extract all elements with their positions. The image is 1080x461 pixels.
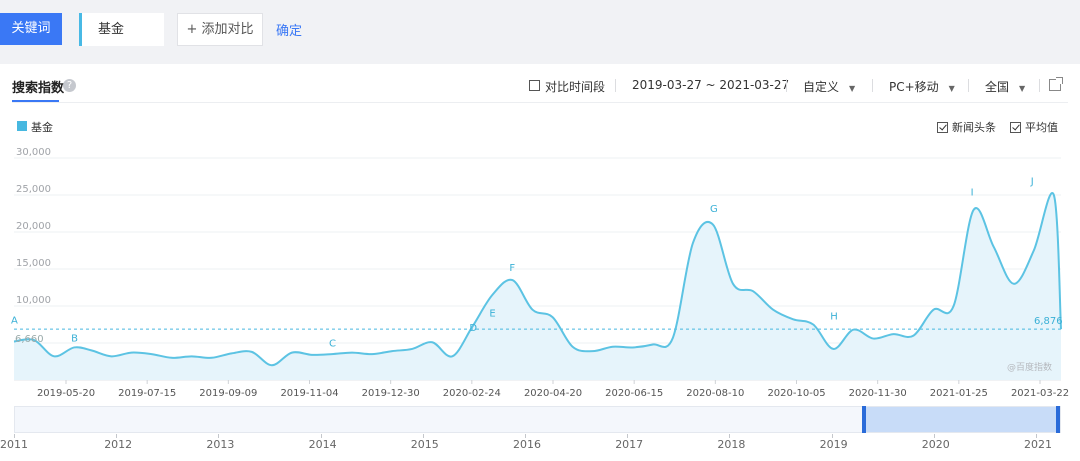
- keyword-tab-button[interactable]: 关键词: [0, 13, 62, 45]
- year-label: 2019: [819, 438, 848, 451]
- separator: [615, 79, 616, 92]
- average-checkbox[interactable]: [1010, 122, 1021, 133]
- navigator-handle-right[interactable]: [1056, 406, 1060, 433]
- x-tick-label: 2020-08-10: [686, 388, 744, 399]
- y-tick-label: 25,000: [16, 184, 51, 195]
- y-tick-label: 20,000: [16, 221, 51, 232]
- year-tick: [14, 434, 15, 438]
- x-tick-label: 2020-11-30: [849, 388, 907, 399]
- caret-down-icon: ▼: [948, 84, 955, 93]
- annotation-label: E: [489, 308, 495, 319]
- x-tick-label: 2020-06-15: [605, 388, 663, 399]
- separator: [968, 79, 969, 92]
- year-label: 2018: [717, 438, 746, 451]
- x-axis-ticks: 2019-05-20 2019-07-15 2019-09-09 2019-11-04…: [37, 380, 1069, 399]
- year-label: 2015: [410, 438, 439, 451]
- y-tick-label: 30,000: [16, 147, 51, 158]
- search-index-chart: 30,000 25,000 20,000 15,000 10,000 A B C D E F G H I…: [11, 147, 1069, 399]
- y-tick-label: 15,000: [16, 258, 51, 269]
- year-tick: [831, 434, 833, 438]
- separator: [786, 79, 787, 92]
- annotation-label: I: [971, 188, 974, 199]
- x-tick-label: 2020-02-24: [443, 388, 501, 399]
- news-headlines-label: 新闻头条: [952, 121, 996, 134]
- year-tick: [320, 434, 322, 438]
- device-label: PC+移动: [889, 80, 939, 94]
- divider: [12, 102, 1068, 103]
- annotations: A B C D E F G H I J: [11, 177, 1034, 350]
- year-label: 2011: [0, 438, 28, 451]
- average-value-label: 6,876: [1034, 316, 1063, 327]
- start-value-label: 6,660: [15, 334, 44, 345]
- year-tick: [422, 434, 424, 438]
- x-tick-label: 2019-09-09: [199, 388, 257, 399]
- x-tick-label: 2019-05-20: [37, 388, 95, 399]
- news-headlines-checkbox[interactable]: [937, 122, 948, 133]
- annotation-label: F: [509, 263, 515, 274]
- tab-search-index[interactable]: 搜索指数: [12, 81, 65, 96]
- separator: [1039, 79, 1040, 92]
- annotation-label: A: [11, 316, 18, 327]
- caret-down-icon: ▼: [849, 84, 856, 93]
- year-label: 2013: [206, 438, 235, 451]
- custom-range-dropdown[interactable]: 自定义 ▼: [803, 78, 855, 95]
- y-tick-label: 10,000: [16, 295, 51, 306]
- annotation-label: C: [329, 339, 336, 350]
- x-tick-label: 2021-03-22: [1011, 388, 1069, 399]
- active-tab-underline: [12, 100, 59, 102]
- date-range-picker[interactable]: 2019-03-27 ~ 2021-03-27: [632, 78, 790, 92]
- device-dropdown[interactable]: PC+移动 ▼: [889, 78, 955, 95]
- x-tick-label: 2021-01-25: [930, 388, 988, 399]
- keyword-input[interactable]: 基金: [79, 13, 164, 46]
- add-compare-button[interactable]: + 添加对比: [177, 13, 263, 46]
- year-tick: [116, 434, 118, 438]
- year-label: 2016: [513, 438, 541, 451]
- year-tick: [627, 434, 629, 438]
- year-label: 2014: [308, 438, 337, 451]
- year-tick: [1036, 434, 1037, 438]
- legend-swatch: [17, 121, 27, 131]
- region-dropdown[interactable]: 全国 ▼: [985, 78, 1025, 95]
- year-label: 2012: [104, 438, 133, 451]
- year-label: 2017: [615, 438, 644, 451]
- series-line: [13, 191, 1062, 367]
- x-tick-label: 2020-04-20: [524, 388, 582, 399]
- x-tick-label: 2019-11-04: [280, 388, 338, 399]
- annotation-label: B: [71, 333, 78, 344]
- year-tick: [933, 434, 935, 438]
- help-icon[interactable]: ?: [63, 79, 76, 92]
- time-navigator[interactable]: [14, 406, 1061, 433]
- top-toolbar: 关键词 基金 + 添加对比 确定: [0, 0, 1080, 64]
- x-tick-label: 2019-07-15: [118, 388, 176, 399]
- y-axis-ticks: 30,000 25,000 20,000 15,000 10,000: [16, 147, 51, 306]
- year-tick: [525, 434, 526, 438]
- year-tick: [218, 434, 220, 438]
- compare-period-label: 对比时间段: [545, 80, 606, 94]
- legend-label[interactable]: 基金: [31, 121, 53, 134]
- x-tick-label: 2020-10-05: [767, 388, 825, 399]
- annotation-label: D: [469, 323, 477, 334]
- watermark: @百度指数: [1007, 361, 1052, 373]
- year-label: 2020: [921, 438, 950, 451]
- compare-period-checkbox[interactable]: [529, 80, 540, 91]
- year-label: 2021: [1024, 438, 1052, 451]
- x-tick-label: 2019-12-30: [362, 388, 420, 399]
- custom-range-label: 自定义: [803, 80, 840, 94]
- navigator-years: 2011 2012 2013 2014 2015 2016 2017 2018 2019 2020…: [0, 434, 1080, 461]
- annotation-label: J: [1030, 177, 1034, 188]
- average-label: 平均值: [1025, 121, 1058, 134]
- series-area: [14, 192, 1061, 380]
- separator: [872, 79, 873, 92]
- year-tick: [729, 434, 731, 438]
- confirm-link[interactable]: 确定: [276, 24, 303, 39]
- navigator-selection[interactable]: [864, 407, 1060, 432]
- external-link-icon[interactable]: [1049, 77, 1063, 91]
- annotation-label: G: [710, 204, 718, 215]
- navigator-handle-left[interactable]: [862, 406, 867, 433]
- region-label: 全国: [985, 80, 1010, 94]
- caret-down-icon: ▼: [1019, 84, 1026, 93]
- annotation-label: H: [830, 311, 838, 322]
